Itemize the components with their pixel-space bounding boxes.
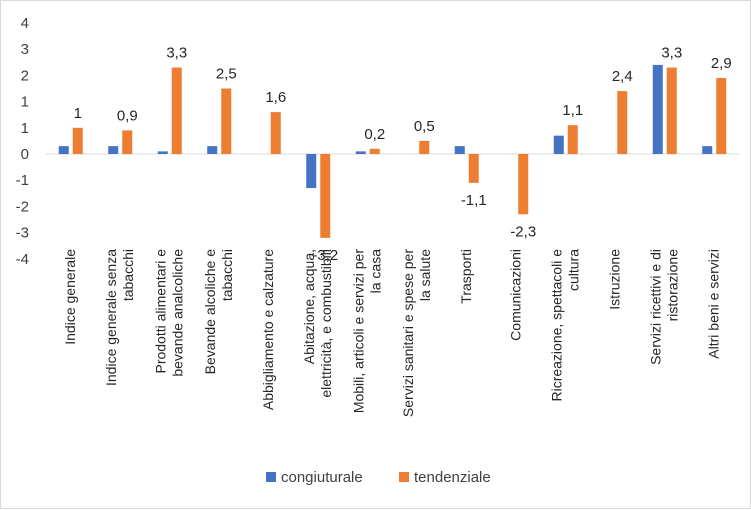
category-label: Mobili, articoli e servizi per la casa <box>350 249 383 413</box>
category-label-line: tabacchi <box>219 249 235 301</box>
category-label-line: Bevande alcoliche e <box>202 249 218 375</box>
category-label-line: Abbigliamento e calzature <box>260 249 276 410</box>
bar-tendenziale <box>369 148 380 154</box>
category-label: Altri beni e servizi <box>705 249 721 359</box>
bar-tendenziale <box>320 154 331 238</box>
category-label: Comunicazioni <box>507 249 523 341</box>
bar-tendenziale <box>518 154 529 215</box>
category-label-line: la casa <box>367 249 383 294</box>
category-label-line: Istruzione <box>606 249 622 310</box>
data-label: 0,2 <box>364 126 385 143</box>
bar-tendenziale <box>567 125 578 154</box>
data-label: 1 <box>74 105 82 122</box>
category-label: Indice generale senza tabacchi <box>103 249 136 386</box>
bar-tendenziale <box>171 67 182 154</box>
category-label-line: Abitazione, acqua, <box>301 249 317 364</box>
bar-congiuturale <box>207 146 218 154</box>
bar-tendenziale <box>666 67 677 154</box>
category-label-line: cultura <box>565 249 581 291</box>
y-tick-label: 0 <box>21 146 29 163</box>
category-label: Indice generale <box>62 249 78 345</box>
category-label: Servizi ricettivi e di ristorazione <box>647 249 680 365</box>
category-label: Ricreazione, spettacoli e cultura <box>548 249 581 402</box>
data-label: 0,9 <box>117 107 138 124</box>
legend-label-tendenziale: tendenziale <box>414 469 491 486</box>
bar-congiuturale <box>306 154 317 189</box>
bar-congiuturale <box>553 135 564 154</box>
category-label: Servizi sanitari e spese per la salute <box>400 249 433 417</box>
category-label-line: la salute <box>417 249 433 301</box>
category-label-line: Indice generale <box>62 249 78 345</box>
y-tick-label: 4 <box>21 15 29 32</box>
legend-label-congiuturale: congiuturale <box>281 469 363 486</box>
category-label: Trasporti <box>458 249 474 304</box>
data-label: -2,3 <box>510 223 536 240</box>
bar-congiuturale <box>652 64 663 154</box>
category-label-line: Indice generale senza <box>103 249 119 386</box>
y-tick-label: -2 <box>16 198 29 215</box>
y-tick-label: 1 <box>21 94 29 111</box>
bar-tendenziale <box>716 78 727 154</box>
category-label-line: elettricità, e combustibili <box>318 249 334 398</box>
bar-tendenziale <box>221 88 232 154</box>
data-label: 0,5 <box>414 118 435 135</box>
data-label: 3,3 <box>661 45 682 62</box>
data-label: 3,3 <box>166 45 187 62</box>
bar-tendenziale <box>72 127 83 154</box>
data-label: 1,1 <box>562 102 583 119</box>
bar-tendenziale <box>617 91 628 154</box>
bar-tendenziale <box>270 112 281 154</box>
category-label-line: ristorazione <box>664 249 680 322</box>
bar-congiuturale <box>702 146 713 154</box>
category-label-line: Servizi sanitari e spese per <box>400 249 416 417</box>
data-label: -3,2 <box>312 247 338 264</box>
y-tick-label: -4 <box>16 251 29 268</box>
category-label-line: Servizi ricettivi e di <box>647 249 663 365</box>
y-tick-label: 1 <box>21 120 29 137</box>
bar-congiuturale <box>157 151 168 154</box>
category-label-line: Ricreazione, spettacoli e <box>548 249 564 402</box>
category-label-line: tabacchi <box>120 249 136 301</box>
category-label: Abitazione, acqua, elettricità, e combust… <box>301 249 334 398</box>
category-label: Istruzione <box>606 249 622 310</box>
category-label: Bevande alcoliche e tabacchi <box>202 249 235 375</box>
category-label-line: bevande analcoliche <box>169 249 185 377</box>
category-label-line: Mobili, articoli e servizi per <box>350 249 366 413</box>
category-label-line: Trasporti <box>458 249 474 304</box>
data-label: 2,9 <box>711 55 732 72</box>
bar-congiuturale <box>454 146 465 154</box>
category-label-line: Altri beni e servizi <box>705 249 721 359</box>
data-label: 2,5 <box>216 66 237 83</box>
bar-tendenziale <box>468 154 479 183</box>
bar-congiuturale <box>355 151 366 154</box>
category-label-line: Comunicazioni <box>507 249 523 341</box>
category-label: Abbigliamento e calzature <box>260 249 276 410</box>
y-tick-label: 3 <box>21 41 29 58</box>
y-tick-label: -1 <box>16 172 29 189</box>
bar-tendenziale <box>419 140 430 154</box>
bar-congiuturale <box>58 146 69 154</box>
y-tick-label: -3 <box>16 225 29 242</box>
bar-tendenziale <box>122 130 133 154</box>
y-tick-label: 2 <box>21 67 29 84</box>
bar-congiuturale <box>108 146 119 154</box>
data-label: 1,6 <box>265 89 286 106</box>
legend-swatch-tendenziale <box>399 472 409 482</box>
category-label-line: Prodotti alimentari e <box>152 249 168 374</box>
category-label: Prodotti alimentari e bevande analcoliche <box>152 249 185 377</box>
data-label: -1,1 <box>461 192 487 209</box>
legend-swatch-congiuturale <box>266 472 276 482</box>
data-label: 2,4 <box>612 68 633 85</box>
